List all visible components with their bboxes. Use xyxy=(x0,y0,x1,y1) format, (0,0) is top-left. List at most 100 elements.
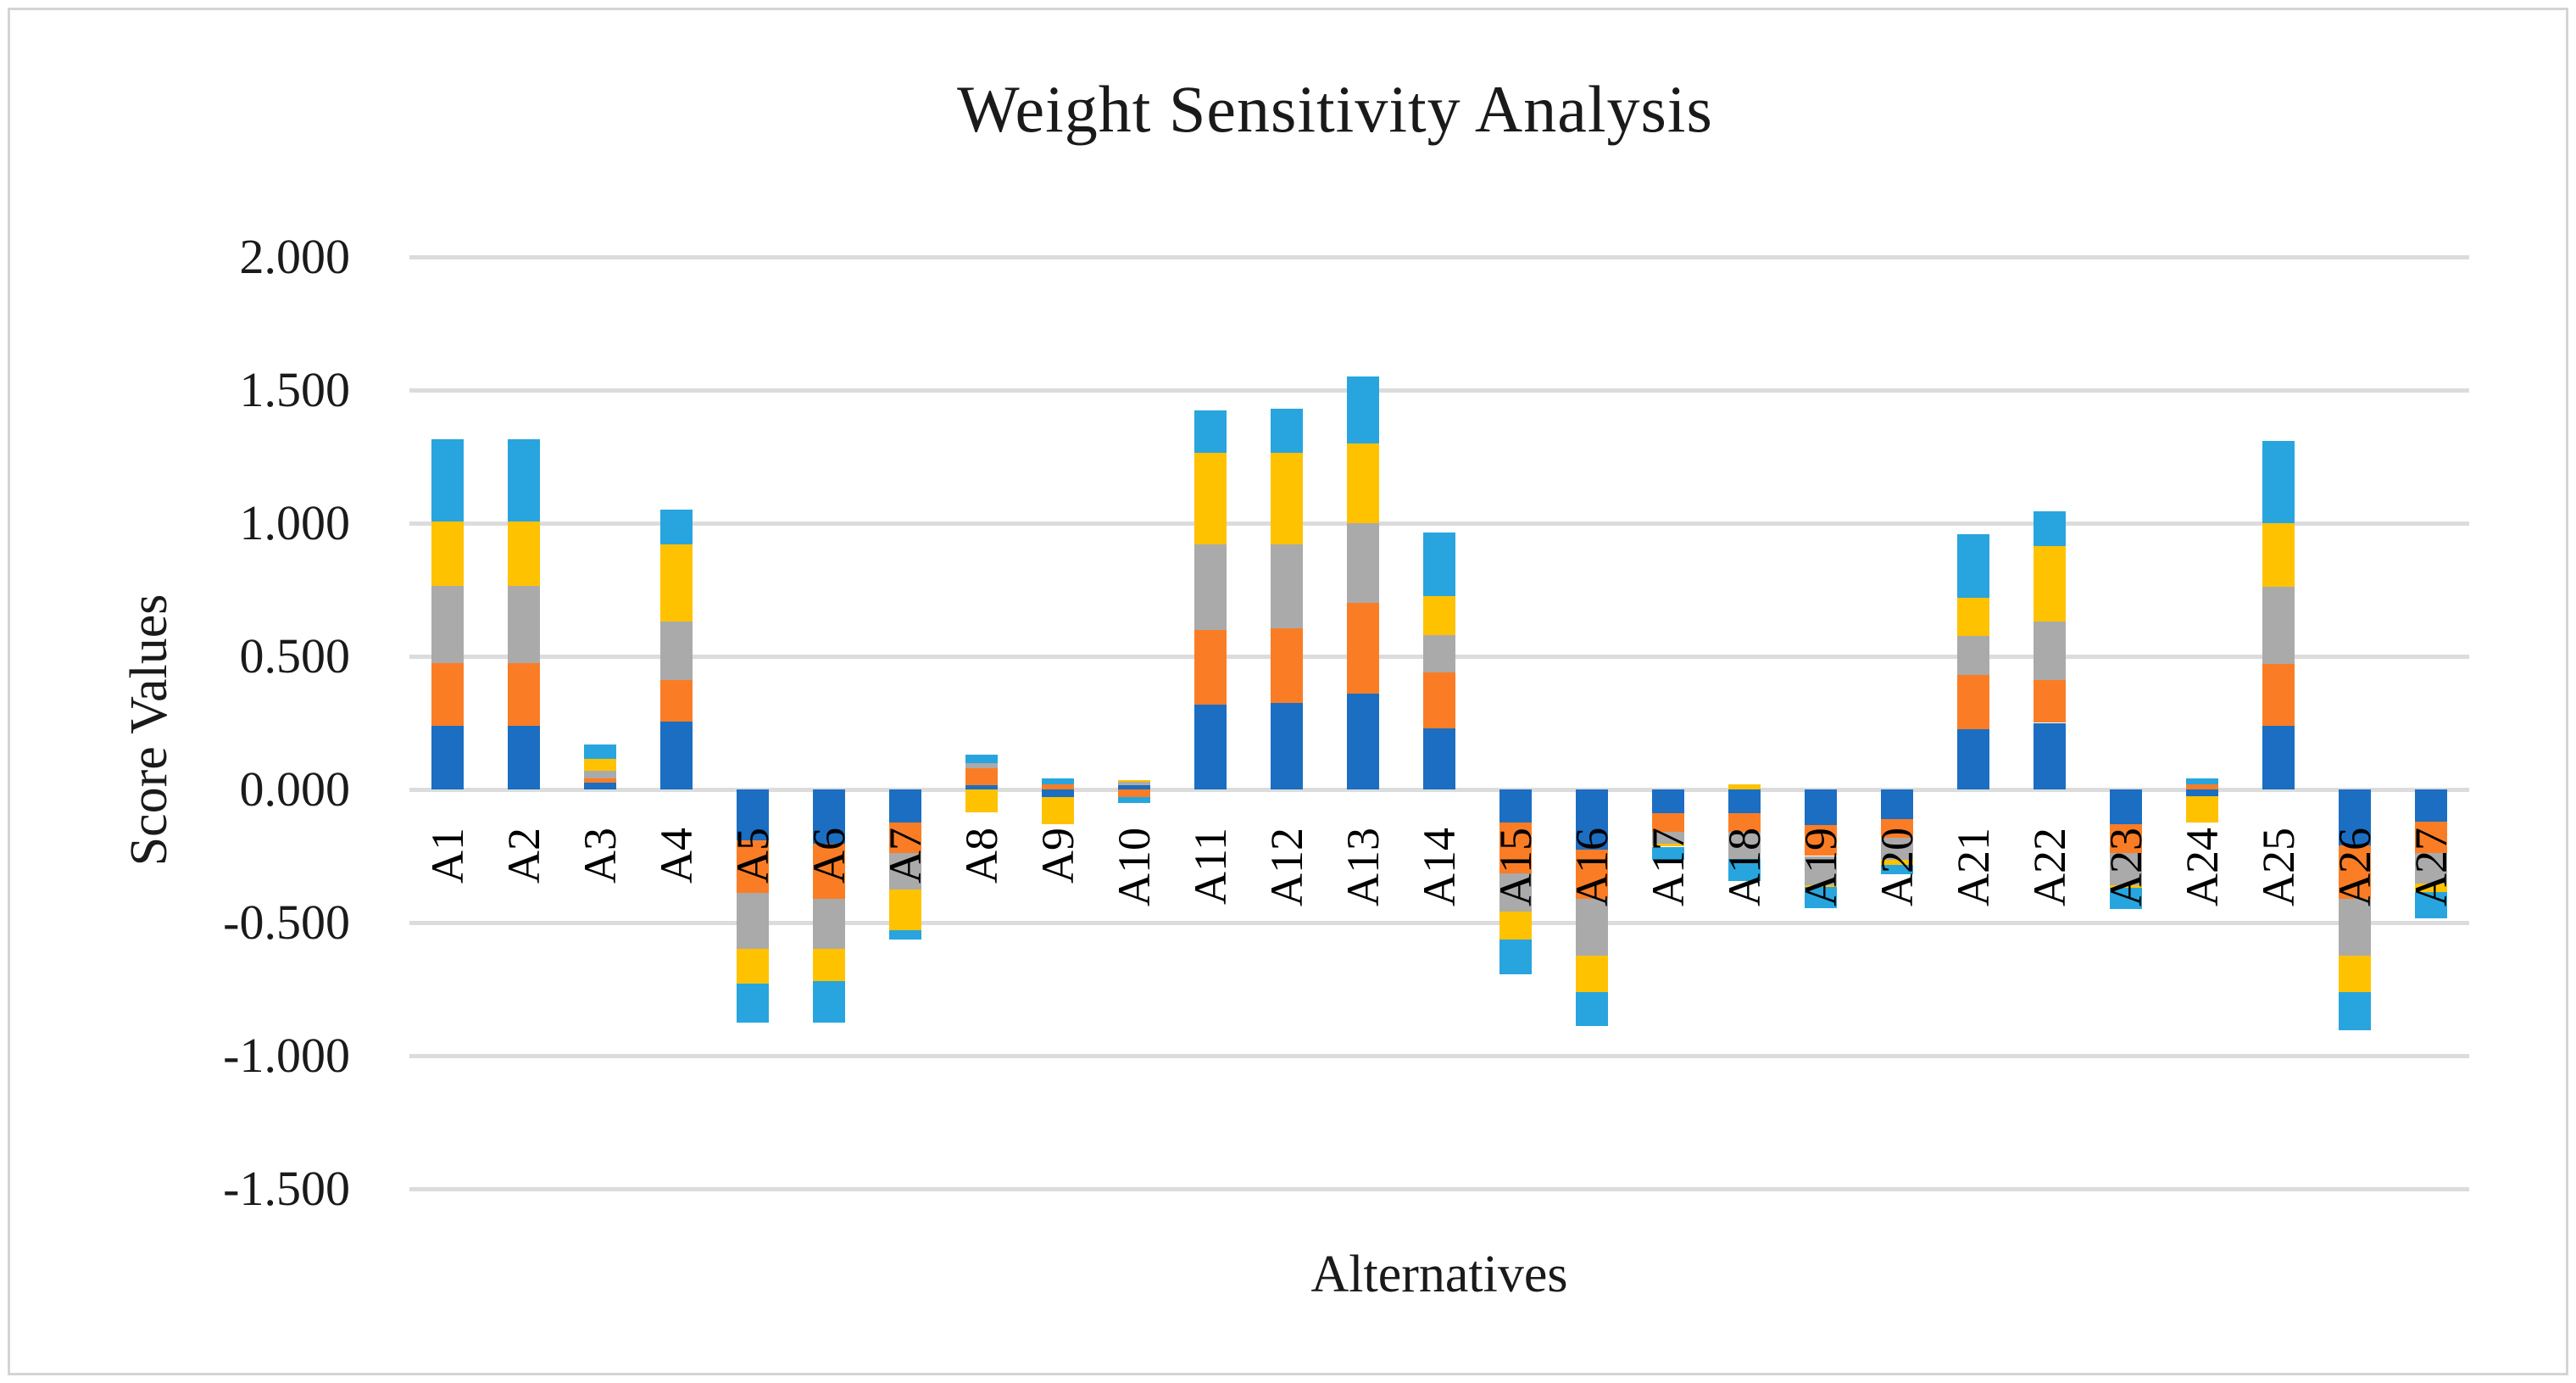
bar-segment-yellow xyxy=(2186,795,2218,823)
bar-segment-blue xyxy=(1652,789,1684,814)
bar-segment-gray xyxy=(2415,853,2447,884)
x-axis-label: A17 xyxy=(1643,828,1694,906)
bar-segment-yellow xyxy=(1881,860,1913,866)
bar-segment-blue xyxy=(1957,729,1989,789)
x-axis-label: A23 xyxy=(2100,828,2151,906)
bar-segment-gray xyxy=(1881,837,1913,861)
bar-segment-light-blue xyxy=(1805,886,1837,908)
bar-segment-light-blue xyxy=(1194,410,1227,453)
chart-border-frame xyxy=(8,8,2568,1375)
bar-segment-blue xyxy=(1576,789,1608,850)
x-axis-label: A25 xyxy=(2253,828,2304,906)
bar-segment-light-blue xyxy=(1881,865,1913,875)
y-axis-tick-label: -1.000 xyxy=(223,1028,350,1083)
x-axis-label: A5 xyxy=(727,828,778,884)
bar-segment-light-blue xyxy=(660,510,693,545)
bar-segment-yellow xyxy=(965,789,998,812)
bar-segment-gray xyxy=(965,762,998,768)
bar-segment-blue xyxy=(2186,789,2218,796)
x-axis-label: A20 xyxy=(1872,828,1922,906)
bar-segment-gray xyxy=(660,622,693,681)
bar-segment-gray xyxy=(1194,544,1227,630)
bar-segment-blue xyxy=(2415,789,2447,822)
bar-segment-yellow xyxy=(1728,784,1761,789)
bar-segment-orange xyxy=(2034,680,2066,723)
y-axis-tick-label: -0.500 xyxy=(223,895,350,950)
bar-segment-orange xyxy=(1881,818,1913,838)
bar-segment-light-blue xyxy=(813,981,845,1023)
bar-segment-orange xyxy=(431,662,464,726)
bar-segment-yellow xyxy=(660,544,693,622)
x-axis-label: A13 xyxy=(1338,828,1388,906)
bar-segment-orange xyxy=(1957,674,1989,730)
bar-segment-orange xyxy=(2186,784,2218,789)
gridline xyxy=(409,788,2469,792)
bar-segment-yellow xyxy=(737,949,769,984)
bar-segment-light-blue xyxy=(1499,940,1532,975)
bar-segment-yellow xyxy=(1805,885,1837,887)
bar-segment-yellow xyxy=(1957,597,1989,637)
bar-segment-blue xyxy=(1271,702,1303,789)
bar-segment-yellow xyxy=(1576,956,1608,992)
bar-segment-yellow xyxy=(2110,885,2142,889)
bar-segment-orange xyxy=(813,844,845,899)
gridline xyxy=(409,255,2469,259)
bar-segment-light-blue xyxy=(737,984,769,1023)
bar-segment-blue xyxy=(431,725,464,789)
x-axis-label: A7 xyxy=(880,828,931,884)
bar-segment-blue xyxy=(2339,789,2371,845)
bar-segment-yellow xyxy=(1423,596,1455,635)
bar-segment-light-blue xyxy=(2415,891,2447,919)
x-axis-label: A22 xyxy=(2024,828,2075,906)
bar-segment-gray xyxy=(2034,622,2066,681)
bar-segment-gray xyxy=(2110,853,2142,886)
y-axis-tick-label: 1.500 xyxy=(239,362,351,417)
bar-segment-orange xyxy=(2262,664,2295,726)
y-axis-tick-label: -1.500 xyxy=(223,1161,350,1216)
x-axis-label: A21 xyxy=(1948,828,1999,906)
bar-segment-orange xyxy=(508,662,540,726)
bar-segment-light-blue xyxy=(1423,532,1455,597)
bar-segment-blue xyxy=(2262,725,2295,789)
bar-segment-yellow xyxy=(2034,545,2066,622)
bar-segment-gray xyxy=(1957,636,1989,675)
bar-segment-light-blue xyxy=(1957,533,1989,598)
bar-segment-blue xyxy=(1423,728,1455,789)
bar-segment-blue xyxy=(889,789,921,823)
bar-segment-blue xyxy=(1728,789,1761,814)
bar-segment-light-blue xyxy=(2034,510,2066,546)
bar-segment-light-blue xyxy=(2262,440,2295,523)
bar-segment-orange xyxy=(1347,603,1379,694)
bar-segment-blue xyxy=(660,721,693,789)
bar-segment-light-blue xyxy=(508,439,540,522)
x-axis-label: A27 xyxy=(2406,828,2456,906)
bar-segment-blue xyxy=(1194,704,1227,789)
bar-segment-blue xyxy=(584,783,616,789)
x-axis-label: A2 xyxy=(498,828,549,884)
bar-segment-yellow xyxy=(431,521,464,586)
x-axis-label: A19 xyxy=(1795,828,1846,906)
bar-segment-gray xyxy=(1423,634,1455,672)
bar-segment-yellow xyxy=(889,889,921,931)
gridline xyxy=(409,521,2469,526)
bar-segment-gray xyxy=(1271,544,1303,629)
x-axis-label: A24 xyxy=(2177,828,2228,906)
bar-segment-gray xyxy=(1347,523,1379,604)
bar-segment-light-blue xyxy=(965,755,998,763)
bar-segment-blue xyxy=(508,725,540,789)
bar-segment-light-blue xyxy=(2110,888,2142,910)
bar-segment-light-blue xyxy=(1271,408,1303,453)
bar-segment-light-blue xyxy=(1347,376,1379,443)
bar-segment-yellow xyxy=(1652,844,1684,847)
bar-segment-orange xyxy=(1194,629,1227,705)
bar-segment-yellow xyxy=(508,521,540,586)
bar-segment-light-blue xyxy=(2186,778,2218,784)
bar-segment-gray xyxy=(737,893,769,950)
bar-segment-gray xyxy=(1576,898,1608,956)
bar-segment-orange xyxy=(1805,825,1837,856)
x-axis-label: A3 xyxy=(575,828,626,884)
bar-segment-orange xyxy=(1118,789,1150,798)
bar-segment-blue xyxy=(2110,789,2142,824)
x-axis-label: A15 xyxy=(1490,828,1541,906)
